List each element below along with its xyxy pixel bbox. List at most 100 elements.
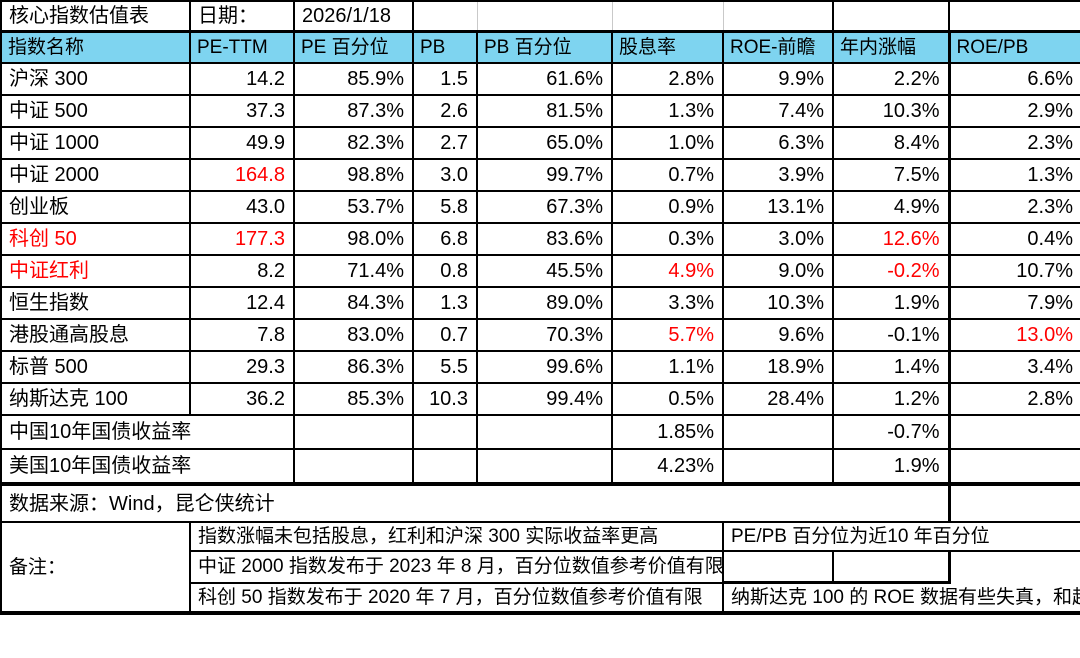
metric-cell[interactable]: 81.5% (476, 94, 613, 128)
column-header-4[interactable]: PB 百分位 (476, 30, 613, 64)
metric-cell[interactable]: 10.7% (947, 254, 1080, 288)
empty-cell[interactable] (611, 0, 724, 32)
empty-cell[interactable] (412, 0, 478, 32)
metric-cell[interactable]: 82.3% (293, 126, 414, 160)
bond-yield-cell[interactable]: 4.23% (611, 448, 724, 485)
metric-cell[interactable]: 7.5% (832, 158, 950, 192)
metric-cell[interactable]: 3.0 (412, 158, 478, 192)
metric-cell[interactable]: 36.2 (189, 382, 295, 416)
index-name-cell[interactable]: 港股通高股息 (0, 318, 191, 352)
note-cell[interactable]: 中证 2000 指数发布于 2023 年 8 月，百分位数值参考价值有限 (189, 550, 724, 584)
column-header-7[interactable]: 年内涨幅 (832, 30, 950, 64)
index-name-cell[interactable]: 中证 500 (0, 94, 191, 128)
metric-cell[interactable]: 4.9% (832, 190, 950, 224)
index-name-cell[interactable]: 沪深 300 (0, 62, 191, 96)
metric-cell[interactable]: 0.7% (611, 158, 724, 192)
metric-cell[interactable]: 0.3% (611, 222, 724, 256)
metric-cell[interactable]: 85.9% (293, 62, 414, 96)
empty-cell[interactable] (949, 551, 1080, 583)
metric-cell[interactable]: 10.3% (832, 94, 950, 128)
metric-cell[interactable]: 71.4% (293, 254, 414, 288)
metric-cell[interactable]: 1.3% (947, 158, 1080, 192)
metric-cell[interactable]: 85.3% (293, 382, 414, 416)
empty-cell[interactable] (293, 414, 414, 450)
metric-cell[interactable]: 7.8 (189, 318, 295, 352)
metric-cell[interactable]: 0.7 (412, 318, 478, 352)
metric-cell[interactable]: 0.4% (947, 222, 1080, 256)
metric-cell[interactable]: 1.0% (611, 126, 724, 160)
side-note-cell[interactable]: 纳斯达克 100 的 ROE 数据有些失真，和超 (722, 582, 1080, 615)
metric-cell[interactable]: 0.5% (611, 382, 724, 416)
metric-cell[interactable]: 86.3% (293, 350, 414, 384)
metric-cell[interactable]: 12.6% (832, 222, 950, 256)
bond-name-cell[interactable]: 中国10年国债收益率 (0, 414, 295, 450)
column-header-3[interactable]: PB (412, 30, 478, 64)
metric-cell[interactable]: -0.2% (832, 254, 950, 288)
metric-cell[interactable]: 2.7 (412, 126, 478, 160)
metric-cell[interactable]: 89.0% (476, 286, 613, 320)
empty-cell[interactable] (947, 448, 1080, 485)
metric-cell[interactable]: 65.0% (476, 126, 613, 160)
empty-cell[interactable] (947, 414, 1080, 450)
metric-cell[interactable]: 43.0 (189, 190, 295, 224)
column-header-2[interactable]: PE 百分位 (293, 30, 414, 64)
note-cell[interactable]: 指数涨幅未包括股息，红利和沪深 300 实际收益率更高 (189, 521, 724, 552)
column-header-0[interactable]: 指数名称 (0, 30, 191, 64)
metric-cell[interactable]: 3.0% (722, 222, 834, 256)
index-name-cell[interactable]: 标普 500 (0, 350, 191, 384)
metric-cell[interactable]: 10.3% (722, 286, 834, 320)
index-name-cell[interactable]: 中证红利 (0, 254, 191, 288)
metric-cell[interactable]: 8.4% (832, 126, 950, 160)
index-name-cell[interactable]: 科创 50 (0, 222, 191, 256)
index-name-cell[interactable]: 创业板 (0, 190, 191, 224)
metric-cell[interactable]: 1.2% (832, 382, 950, 416)
column-header-6[interactable]: ROE-前瞻 (722, 30, 834, 64)
empty-cell[interactable] (948, 0, 1080, 33)
metric-cell[interactable]: 3.4% (947, 350, 1080, 384)
metric-cell[interactable]: 87.3% (293, 94, 414, 128)
metric-cell[interactable]: 7.4% (722, 94, 834, 128)
metric-cell[interactable]: 1.4% (832, 350, 950, 384)
metric-cell[interactable]: 2.3% (947, 126, 1080, 160)
metric-cell[interactable]: 6.3% (722, 126, 834, 160)
empty-cell[interactable] (722, 414, 834, 450)
date-value-cell[interactable]: 2026/1/18 (293, 0, 414, 33)
metric-cell[interactable]: 99.7% (476, 158, 613, 192)
empty-cell[interactable] (293, 448, 414, 485)
metric-cell[interactable]: 61.6% (476, 62, 613, 96)
metric-cell[interactable]: 0.9% (611, 190, 724, 224)
metric-cell[interactable]: 98.8% (293, 158, 414, 192)
empty-cell[interactable] (412, 448, 478, 485)
index-name-cell[interactable]: 恒生指数 (0, 286, 191, 320)
bond-ytd-cell[interactable]: -0.7% (832, 414, 950, 450)
metric-cell[interactable]: 45.5% (476, 254, 613, 288)
metric-cell[interactable]: 13.1% (722, 190, 834, 224)
metric-cell[interactable]: 2.3% (947, 190, 1080, 224)
metric-cell[interactable]: 1.1% (611, 350, 724, 384)
empty-cell[interactable] (832, 0, 950, 33)
notes-label-cell[interactable]: 备注： (0, 521, 191, 615)
empty-cell[interactable] (476, 448, 613, 485)
metric-cell[interactable]: 70.3% (476, 318, 613, 352)
metric-cell[interactable]: 10.3 (412, 382, 478, 416)
column-header-5[interactable]: 股息率 (611, 30, 724, 64)
metric-cell[interactable]: 83.0% (293, 318, 414, 352)
empty-cell[interactable] (476, 0, 613, 32)
metric-cell[interactable]: 12.4 (189, 286, 295, 320)
metric-cell[interactable]: 4.9% (611, 254, 724, 288)
metric-cell[interactable]: 83.6% (476, 222, 613, 256)
metric-cell[interactable]: 18.9% (722, 350, 834, 384)
metric-cell[interactable]: 2.8% (947, 382, 1080, 416)
metric-cell[interactable]: 3.9% (722, 158, 834, 192)
metric-cell[interactable]: 6.6% (947, 62, 1080, 96)
data-source-cell[interactable]: 数据来源：Wind，昆仑侠统计 (0, 482, 950, 523)
metric-cell[interactable]: 0.8 (412, 254, 478, 288)
empty-cell[interactable] (722, 550, 834, 584)
metric-cell[interactable]: 1.5 (412, 62, 478, 96)
metric-cell[interactable]: -0.1% (832, 318, 950, 352)
metric-cell[interactable]: 9.9% (722, 62, 834, 96)
index-name-cell[interactable]: 纳斯达克 100 (0, 382, 191, 416)
empty-cell[interactable] (412, 414, 478, 450)
empty-cell[interactable] (722, 0, 834, 32)
metric-cell[interactable]: 2.6 (412, 94, 478, 128)
